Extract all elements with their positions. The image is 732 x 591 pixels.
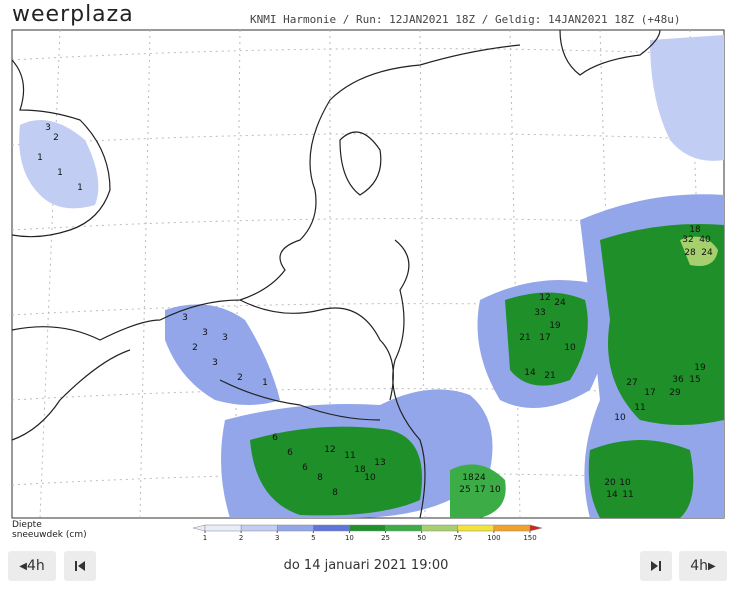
snow-depth-label: 8 (317, 473, 323, 483)
colorbar-tick-label: 150 (523, 534, 536, 542)
snow-depth-label: 24 (701, 248, 713, 258)
snow-depth-label: 15 (689, 375, 700, 385)
snow-depth-label: 17 (539, 333, 550, 343)
snow-depth-label: 18 (354, 465, 366, 475)
snow-depth-label: 10 (614, 413, 626, 423)
snow-depth-label: 25 (459, 485, 470, 495)
snow-depth-label: 13 (374, 458, 385, 468)
colorbar-tick-label: 5 (311, 534, 315, 542)
snow-depth-label: 14 (524, 368, 536, 378)
snow-depth-label: 11 (622, 490, 633, 500)
colorbar-tick-label: 3 (275, 534, 279, 542)
snow-depth-label: 14 (606, 490, 618, 500)
colorbar-segment (421, 524, 459, 532)
snow-depth-label: 1 (77, 183, 83, 193)
snow-depth-label: 2 (192, 343, 198, 353)
legend-title: Diepte (12, 520, 42, 530)
snow-depth-label: 1 (262, 378, 268, 388)
snow-depth-label: 28 (684, 248, 696, 258)
step-forward[interactable]: 4h ▶ (679, 551, 727, 581)
current-time: do 14 januari 2021 19:00 (283, 558, 449, 573)
snow-depth-label: 32 (682, 235, 693, 245)
snow-depth-label: 29 (669, 388, 681, 398)
colorbar-tick-label: 50 (417, 534, 426, 542)
legend-title: sneeuwdek (cm) (12, 530, 87, 540)
snow-depth-label: 18 (462, 473, 474, 483)
colorbar-tick-label: 10 (345, 534, 354, 542)
colorbar-segment (385, 524, 422, 532)
first-frame[interactable] (64, 551, 96, 581)
colorbar-segment (457, 524, 495, 532)
snow-depth-label: 11 (344, 451, 355, 461)
snow-depth-label: 8 (332, 488, 338, 498)
snow-depth-label: 3 (212, 358, 218, 368)
coastlines (11, 29, 661, 519)
snow-depth-label: 3 (182, 313, 188, 323)
colorbar-segment (349, 524, 386, 532)
snow-depth-label: 19 (549, 321, 561, 331)
snow-depth-label: 21 (544, 371, 555, 381)
snow-depth-label: 2 (53, 133, 59, 143)
last-frame[interactable] (640, 551, 672, 581)
snow-depth-label: 36 (672, 375, 684, 385)
snow-depth-label: 24 (554, 298, 566, 308)
snow-depth-label: 3 (45, 123, 51, 133)
snow-depth-label: 10 (364, 473, 376, 483)
colorbar-segment (276, 524, 314, 532)
colorbar: 1 2 3 5 10 25 50 75 100 150 (192, 524, 543, 542)
step-back[interactable]: ◀ 4h (8, 551, 56, 581)
colorbar-tick-label: 25 (381, 534, 390, 542)
snow-depth-label: 10 (564, 343, 576, 353)
colorbar-segment (313, 524, 350, 532)
snow-depth-label: 1 (57, 168, 63, 178)
step-label[interactable]: 4h (26, 558, 45, 574)
snow-depth-label: 33 (534, 308, 545, 318)
snow-depth-label: 2 (237, 373, 243, 383)
colorbar-segment (204, 524, 242, 532)
snow-depth-label: 21 (519, 333, 530, 343)
colorbar-segment (240, 524, 278, 532)
snow-depth-label: 20 (604, 478, 616, 488)
snow-depth-label: 1 (37, 153, 43, 163)
colorbar-tick-label: 1 (203, 534, 207, 542)
snow-depth-label: 18 (689, 225, 701, 235)
snow-depth-label: 6 (272, 433, 278, 443)
snow-depth-label: 17 (644, 388, 655, 398)
snow-depth-label: 40 (699, 235, 711, 245)
colorbar-tick-label: 75 (453, 534, 462, 542)
colorbar-end (529, 524, 543, 532)
model-info: KNMI Harmonie / Run: 12JAN2021 18Z / Gel… (250, 13, 681, 26)
snow-depth-label: 17 (474, 485, 485, 495)
snow-depth-label: 10 (489, 485, 501, 495)
snow-depth-label: 27 (626, 378, 637, 388)
snow-depth-label: 3 (202, 328, 208, 338)
snow-depth-label: 11 (634, 403, 645, 413)
colorbar-segment (493, 524, 531, 532)
snow-depth-label: 19 (694, 363, 706, 373)
snow-depth-label: 3 (222, 333, 228, 343)
snow-depth-label: 12 (539, 293, 550, 303)
snow-depth-label: 6 (302, 463, 308, 473)
snow-depth-label: 12 (324, 445, 335, 455)
colorbar-end (192, 524, 206, 532)
logo: weerplaza (12, 2, 134, 27)
snow-depth-label: 6 (287, 448, 293, 458)
step-label[interactable]: 4h (690, 558, 709, 574)
colorbar-tick-label: 2 (239, 534, 243, 542)
snow-depth-label: 24 (474, 473, 486, 483)
colorbar-tick-label: 100 (487, 534, 500, 542)
snow-depth-label: 10 (619, 478, 631, 488)
